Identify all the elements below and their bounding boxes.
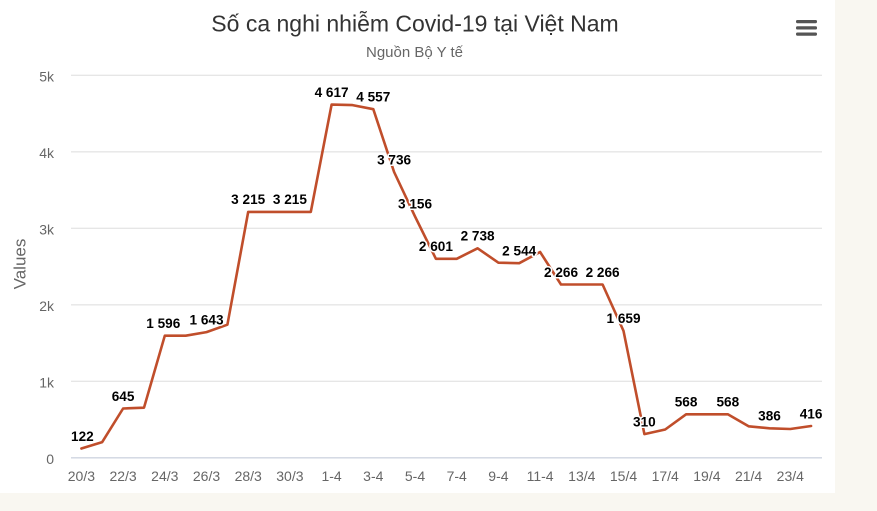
svg-text:3-4: 3-4 xyxy=(363,468,383,484)
svg-text:5-4: 5-4 xyxy=(405,468,425,484)
svg-text:568: 568 xyxy=(716,395,739,410)
svg-text:1 643: 1 643 xyxy=(189,312,223,327)
svg-text:4 557: 4 557 xyxy=(356,90,390,105)
svg-text:3 215: 3 215 xyxy=(231,192,265,207)
svg-text:310: 310 xyxy=(633,414,656,429)
svg-text:19/4: 19/4 xyxy=(693,468,720,484)
svg-text:Values: Values xyxy=(10,239,29,290)
svg-text:Số ca nghi nhiễm Covid-19 tại: Số ca nghi nhiễm Covid-19 tại Việt Nam xyxy=(211,11,618,37)
svg-text:13/4: 13/4 xyxy=(568,468,595,484)
svg-text:4k: 4k xyxy=(39,145,55,161)
svg-text:122: 122 xyxy=(71,429,94,444)
svg-text:3 736: 3 736 xyxy=(377,152,411,167)
svg-text:3 156: 3 156 xyxy=(398,197,432,212)
svg-text:17/4: 17/4 xyxy=(652,468,679,484)
svg-text:Nguồn Bộ Y tế: Nguồn Bộ Y tế xyxy=(366,44,464,61)
svg-text:1 659: 1 659 xyxy=(606,311,640,326)
svg-text:1 596: 1 596 xyxy=(146,316,180,331)
svg-text:2k: 2k xyxy=(39,298,55,314)
svg-text:21/4: 21/4 xyxy=(735,468,762,484)
svg-text:2 266: 2 266 xyxy=(586,265,620,280)
svg-text:15/4: 15/4 xyxy=(610,468,637,484)
svg-text:2 601: 2 601 xyxy=(419,239,453,254)
svg-text:28/3: 28/3 xyxy=(235,468,262,484)
svg-text:30/3: 30/3 xyxy=(276,468,303,484)
svg-text:24/3: 24/3 xyxy=(151,468,178,484)
svg-text:9-4: 9-4 xyxy=(488,468,508,484)
svg-text:2 738: 2 738 xyxy=(461,229,495,244)
svg-text:2 266: 2 266 xyxy=(544,265,578,280)
svg-text:5k: 5k xyxy=(39,68,55,84)
svg-text:416: 416 xyxy=(800,406,823,421)
svg-text:386: 386 xyxy=(758,409,781,424)
svg-text:22/3: 22/3 xyxy=(109,468,136,484)
svg-text:1-4: 1-4 xyxy=(321,468,341,484)
svg-text:3k: 3k xyxy=(39,221,55,237)
svg-text:3 215: 3 215 xyxy=(273,192,307,207)
svg-text:2 544: 2 544 xyxy=(502,244,536,259)
svg-text:568: 568 xyxy=(675,395,698,410)
svg-text:26/3: 26/3 xyxy=(193,468,220,484)
svg-text:645: 645 xyxy=(112,389,135,404)
svg-text:11-4: 11-4 xyxy=(527,468,554,484)
svg-text:1k: 1k xyxy=(39,374,55,390)
svg-text:0: 0 xyxy=(46,451,54,467)
svg-text:20/3: 20/3 xyxy=(68,468,95,484)
svg-text:23/4: 23/4 xyxy=(777,468,804,484)
svg-text:4 617: 4 617 xyxy=(315,85,349,100)
svg-text:7-4: 7-4 xyxy=(447,468,467,484)
